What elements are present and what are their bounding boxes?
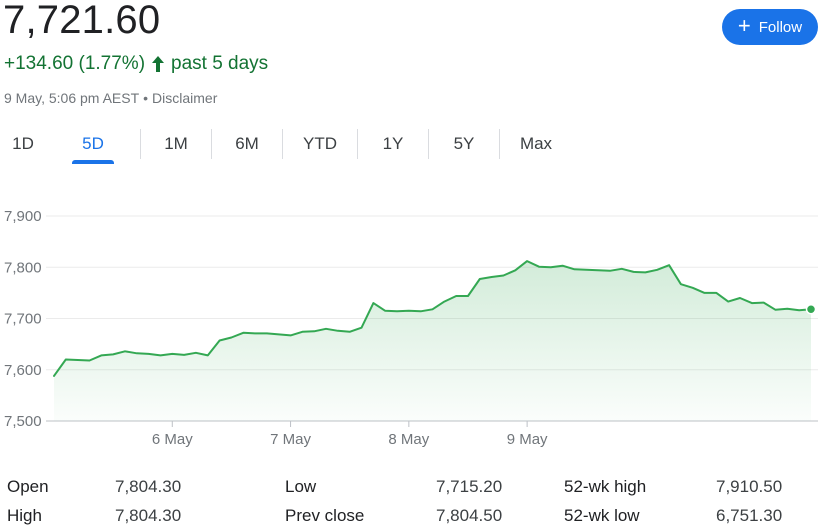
x-tick-label: 8 May — [388, 431, 429, 448]
tab-1y[interactable]: 1Y — [382, 134, 404, 153]
price-change-row: +134.60 (1.77%) past 5 days — [4, 53, 268, 75]
prev-close-label: Prev close — [285, 506, 365, 525]
x-tick-label: 9 May — [507, 431, 548, 448]
price-chart[interactable]: 7,900 7,800 7,700 7,600 7,500 6 May 7 May 8 May… — [0, 195, 824, 455]
tab-1m[interactable]: 1M — [164, 134, 188, 153]
timestamp: 9 May, 5:06 pm AEST — [4, 90, 140, 106]
x-tick-label: 7 May — [270, 431, 311, 448]
plus-icon: + — [737, 13, 751, 38]
tab-5y[interactable]: 5Y — [453, 134, 475, 153]
tab-divider — [282, 129, 283, 159]
disclaimer-link[interactable]: Disclaimer — [152, 90, 218, 106]
open-value: 7,804.30 — [115, 477, 182, 496]
open-label: Open — [7, 477, 49, 496]
arrow-up-icon — [152, 56, 165, 72]
low-label: Low — [285, 477, 317, 496]
change-period: past 5 days — [171, 53, 269, 74]
tab-1d[interactable]: 1D — [12, 134, 34, 153]
follow-button[interactable]: + Follow — [722, 9, 818, 45]
y-tick-label: 7,800 — [4, 259, 42, 276]
price-change: +134.60 (1.77%) — [4, 53, 146, 74]
x-tick-label: 6 May — [152, 431, 193, 448]
separator-dot: • — [143, 90, 149, 106]
tab-6m[interactable]: 6M — [235, 134, 259, 153]
y-tick-label: 7,500 — [4, 413, 42, 430]
52wk-low-value: 6,751.30 — [716, 506, 783, 525]
prev-close-value: 7,804.50 — [436, 506, 503, 525]
tab-ytd[interactable]: YTD — [303, 134, 337, 153]
price-area-fill — [54, 261, 811, 421]
tab-max[interactable]: Max — [519, 134, 553, 153]
stock-price: 7,721.60 — [3, 0, 161, 42]
low-value: 7,715.20 — [436, 477, 503, 496]
tab-divider — [428, 129, 429, 159]
tab-divider — [499, 129, 500, 159]
y-tick-label: 7,700 — [4, 311, 42, 328]
52wk-high-value: 7,910.50 — [716, 477, 783, 496]
52wk-high-label: 52-wk high — [564, 477, 647, 496]
52wk-low-label: 52-wk low — [564, 506, 640, 525]
price-line — [53, 260, 812, 377]
tab-divider — [357, 129, 358, 159]
y-tick-label: 7,600 — [4, 362, 42, 379]
timestamp-row: 9 May, 5:06 pm AEST • Disclaimer — [4, 90, 217, 106]
high-label: High — [7, 506, 42, 525]
tab-divider — [140, 129, 141, 159]
range-tabs: 1D 5D 1M 6M YTD 1Y 5Y Max — [0, 128, 572, 164]
follow-label: Follow — [758, 18, 803, 36]
high-value: 7,804.30 — [115, 506, 182, 525]
tab-5d[interactable]: 5D — [46, 128, 140, 160]
y-tick-label: 7,900 — [4, 208, 42, 225]
last-price-dot — [805, 304, 817, 315]
tab-divider — [211, 129, 212, 159]
